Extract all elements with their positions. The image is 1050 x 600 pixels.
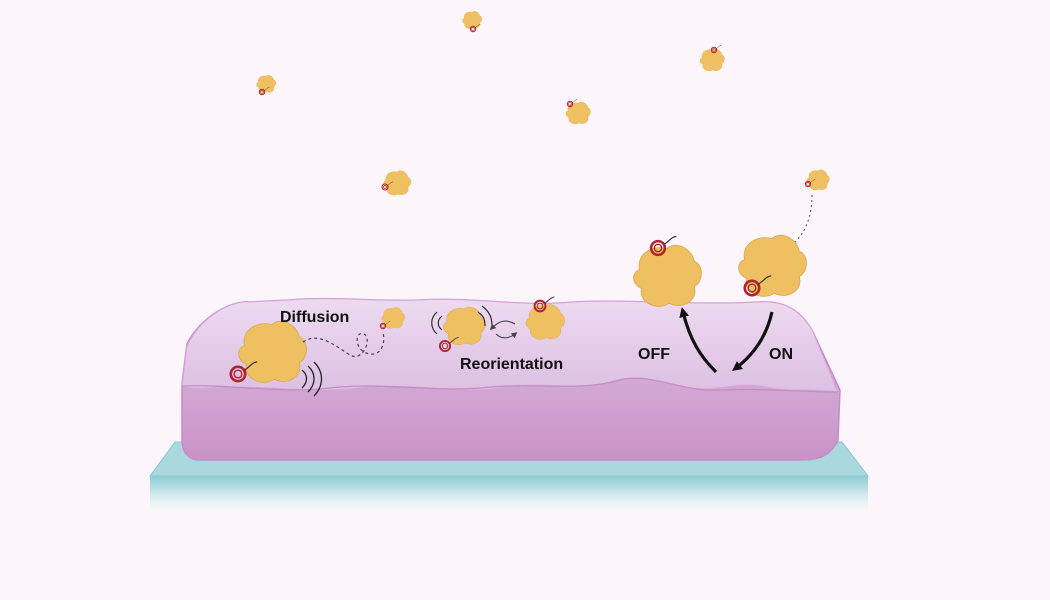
protein-desorbed (633, 244, 702, 307)
diffusion-label: Diffusion (280, 309, 349, 326)
off-label: OFF (638, 346, 670, 363)
protein-floating-2 (256, 75, 276, 93)
on-label: ON (769, 346, 793, 363)
protein-diffusing (238, 320, 307, 383)
protein-reoriented-b (525, 304, 565, 340)
polymer-film (181, 297, 841, 461)
vibration-lines-icon (301, 361, 323, 397)
protein-floating-5 (383, 170, 411, 196)
film-top-surface (181, 298, 839, 393)
reorientation-label: Reorientation (460, 356, 563, 373)
reorientation-arrow-icon (489, 320, 516, 331)
protein-diffused (381, 307, 405, 329)
on-arrow-icon (732, 311, 774, 372)
off-arrow-icon (679, 307, 718, 374)
diffusion-path-icon (302, 331, 385, 357)
vibration-lines-small-left (431, 311, 443, 335)
approach-path-icon (794, 194, 813, 243)
protein-floating-6 (806, 169, 830, 191)
